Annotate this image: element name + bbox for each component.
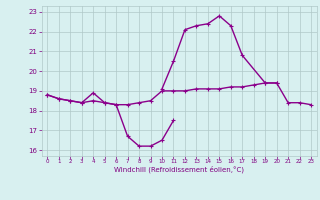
- X-axis label: Windchill (Refroidissement éolien,°C): Windchill (Refroidissement éolien,°C): [114, 165, 244, 173]
